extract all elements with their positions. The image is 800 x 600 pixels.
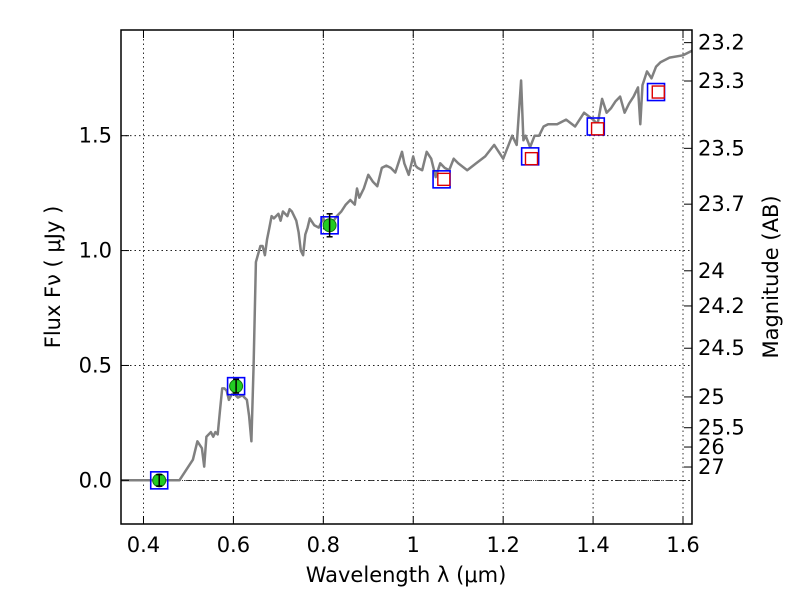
right-tick-label: 23.7 (698, 192, 745, 216)
x-ticks-layer: 0.4 0.6 0.8 1 1.2 1.4 1.6 (127, 30, 700, 557)
right-tick-label: 25.5 (698, 416, 745, 440)
x-tick-label: 1.2 (486, 533, 519, 557)
y-ticks-layer: 0.0 0.5 1.0 1.5 (79, 124, 129, 492)
sed-line (121, 49, 693, 482)
markers-layer (149, 82, 666, 490)
y-tick-label: 1.0 (79, 239, 112, 263)
x-tick-label: 1.6 (666, 533, 699, 557)
model-point-marker (226, 376, 246, 396)
right-tick-label: 24.5 (698, 336, 745, 360)
open-point-marker (437, 172, 451, 187)
right-tick-label: 27 (698, 455, 725, 479)
right-tick-label: 23.2 (698, 31, 745, 55)
x-tick-label: 0.6 (217, 533, 250, 557)
x-tick-label: 0.4 (127, 533, 160, 557)
series-layer (121, 49, 693, 482)
y-tick-label: 1.5 (79, 124, 112, 148)
right-tick-label: 24 (698, 259, 725, 283)
y-axis-label: Flux Fν ( μJy ) (41, 206, 65, 349)
x-tick-label: 0.8 (307, 533, 340, 557)
right-tick-label: 25 (698, 385, 725, 409)
right-tick-label: 26 (698, 435, 725, 459)
x-axis-label: Wavelength λ (μm) (306, 563, 507, 587)
plot-frame (120, 29, 693, 525)
x-tick-label: 1.4 (576, 533, 609, 557)
open-point-marker (590, 122, 605, 136)
right-axis-label: Magnitude (AB) (759, 195, 783, 358)
x-tick-label: 1 (407, 533, 420, 557)
right-tick-label: 24.2 (698, 294, 745, 318)
y-tick-label: 0.5 (79, 353, 112, 377)
open-point-marker (524, 151, 539, 166)
open-point-marker (651, 85, 665, 99)
model-point-marker (149, 471, 169, 490)
right-tick-label: 23.5 (698, 136, 745, 160)
y-tick-label: 0.0 (79, 468, 112, 492)
right-tick-label: 23.3 (698, 69, 745, 93)
